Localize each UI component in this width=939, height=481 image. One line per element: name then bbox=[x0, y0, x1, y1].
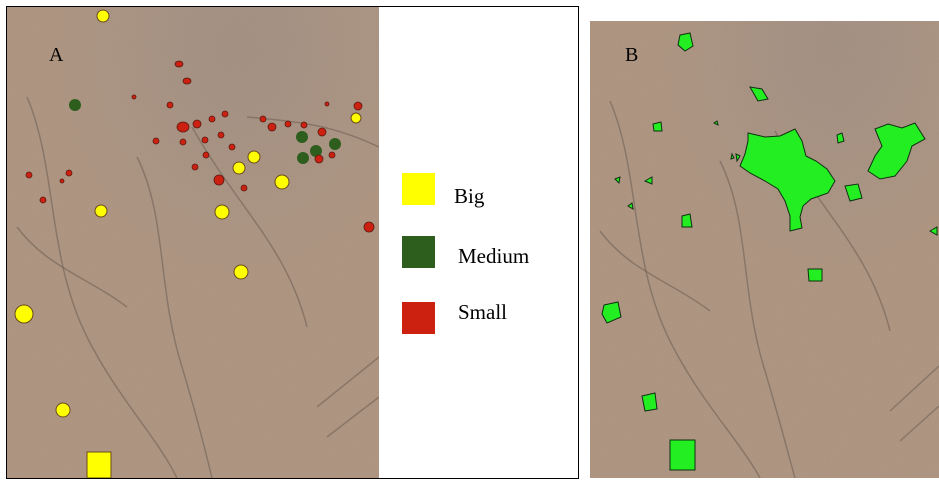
panel-a-label: A bbox=[49, 44, 64, 66]
legend-label-big: Big bbox=[454, 184, 485, 208]
legend-label-medium: Medium bbox=[458, 244, 530, 268]
panel-b-satellite-image bbox=[590, 21, 939, 478]
legend-swatch-medium bbox=[402, 236, 435, 268]
legend-swatch-small bbox=[402, 302, 435, 334]
medium-features bbox=[69, 99, 341, 164]
panel-b-label: B bbox=[625, 44, 639, 66]
small-features bbox=[25, 60, 375, 233]
detected-regions bbox=[601, 32, 938, 471]
panel-a-satellite-image bbox=[7, 7, 379, 478]
legend-swatch-big bbox=[402, 173, 435, 205]
legend-label-small: Small bbox=[458, 300, 508, 324]
big-features bbox=[14, 9, 362, 478]
